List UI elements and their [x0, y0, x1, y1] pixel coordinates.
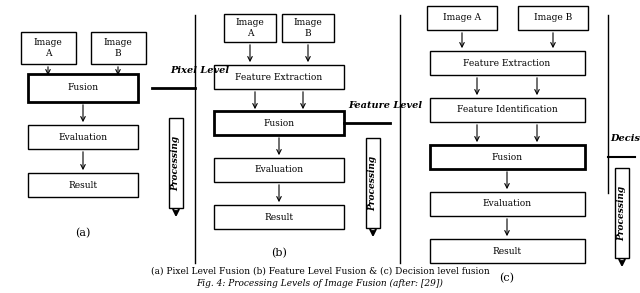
Text: Result: Result — [68, 180, 97, 190]
Bar — [366, 138, 380, 228]
Text: Processing: Processing — [618, 185, 627, 241]
Text: Image A: Image A — [443, 13, 481, 23]
Text: Fusion: Fusion — [492, 152, 523, 161]
Bar — [214, 65, 344, 89]
Text: Feature Level: Feature Level — [348, 101, 422, 110]
Text: Evaluation: Evaluation — [255, 166, 303, 175]
Bar — [429, 239, 584, 263]
Bar — [28, 125, 138, 149]
Text: Fig. 4: Processing Levels of Image Fusion (after: [29]): Fig. 4: Processing Levels of Image Fusio… — [196, 278, 444, 287]
Text: Fusion: Fusion — [67, 84, 99, 93]
Text: Decision Level: Decision Level — [610, 134, 640, 143]
Text: Fusion: Fusion — [264, 118, 294, 127]
Text: Result: Result — [492, 246, 522, 255]
Text: Image B: Image B — [534, 13, 572, 23]
Bar — [429, 98, 584, 122]
Text: Processing: Processing — [172, 135, 180, 190]
Text: (b): (b) — [271, 248, 287, 258]
Text: (a): (a) — [76, 228, 91, 238]
Bar — [214, 158, 344, 182]
Bar — [427, 6, 497, 30]
Bar — [224, 14, 276, 42]
Bar — [518, 6, 588, 30]
Text: Result: Result — [264, 212, 294, 222]
Text: Evaluation: Evaluation — [58, 132, 108, 142]
Bar — [90, 32, 145, 64]
Bar — [169, 118, 183, 208]
Text: (c): (c) — [499, 273, 515, 283]
Text: (a) Pixel Level Fusion (b) Feature Level Fusion & (c) Decision level fusion: (a) Pixel Level Fusion (b) Feature Level… — [150, 267, 490, 275]
Text: Image
A: Image A — [236, 18, 264, 38]
Bar — [28, 173, 138, 197]
Text: Feature Extraction: Feature Extraction — [463, 59, 550, 67]
Bar — [214, 205, 344, 229]
Bar — [429, 51, 584, 75]
Bar — [28, 74, 138, 102]
Bar — [615, 168, 629, 258]
Bar — [429, 192, 584, 216]
Text: Image
A: Image A — [34, 38, 62, 58]
Text: Image
B: Image B — [294, 18, 323, 38]
Text: Evaluation: Evaluation — [483, 200, 532, 209]
Bar — [20, 32, 76, 64]
Text: Processing: Processing — [369, 156, 378, 211]
Bar — [282, 14, 334, 42]
Text: Feature Identification: Feature Identification — [456, 105, 557, 115]
Text: Feature Extraction: Feature Extraction — [236, 72, 323, 81]
Bar — [214, 111, 344, 135]
Bar — [429, 145, 584, 169]
Text: Pixel Level: Pixel Level — [170, 66, 229, 75]
Text: Image
B: Image B — [104, 38, 132, 58]
